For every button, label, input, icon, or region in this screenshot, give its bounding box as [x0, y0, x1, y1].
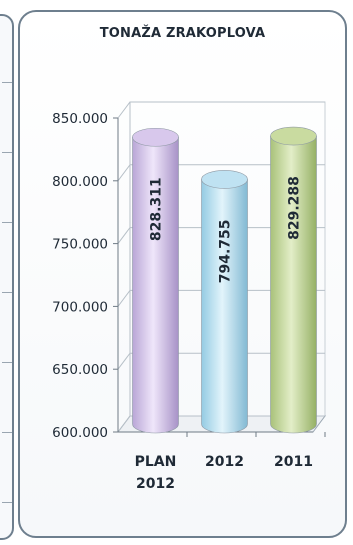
- x-category-label: 2012: [205, 454, 244, 470]
- y-tick-label: 700.000: [52, 299, 108, 315]
- y-tick-label: 750.000: [52, 237, 108, 253]
- x-category-label: 2012: [136, 476, 175, 492]
- gridline: [117, 101, 325, 119]
- bar-body: [201, 179, 248, 434]
- bar-top: [270, 126, 317, 146]
- bar-top: [201, 170, 248, 189]
- bar-body: [270, 135, 317, 434]
- bar: [201, 170, 248, 434]
- x-category-label: 2011: [274, 454, 313, 470]
- y-tick-label: 800.000: [52, 174, 108, 190]
- y-tick-label: 650.000: [52, 362, 108, 378]
- bar: [132, 127, 179, 434]
- bar-value-label: 794.755: [218, 220, 234, 284]
- y-tick-label: 850.000: [52, 111, 108, 127]
- chart-title: TONAŽA ZRAKOPLOVA: [99, 26, 266, 41]
- bar-body: [132, 136, 179, 434]
- bar: [270, 126, 317, 434]
- bar-value-label: 829.288: [287, 176, 303, 240]
- bar-value-label: 828.311: [149, 177, 165, 241]
- bar-top: [132, 127, 179, 147]
- x-category-label: PLAN: [135, 454, 177, 470]
- y-tick-label: 600.000: [52, 425, 108, 441]
